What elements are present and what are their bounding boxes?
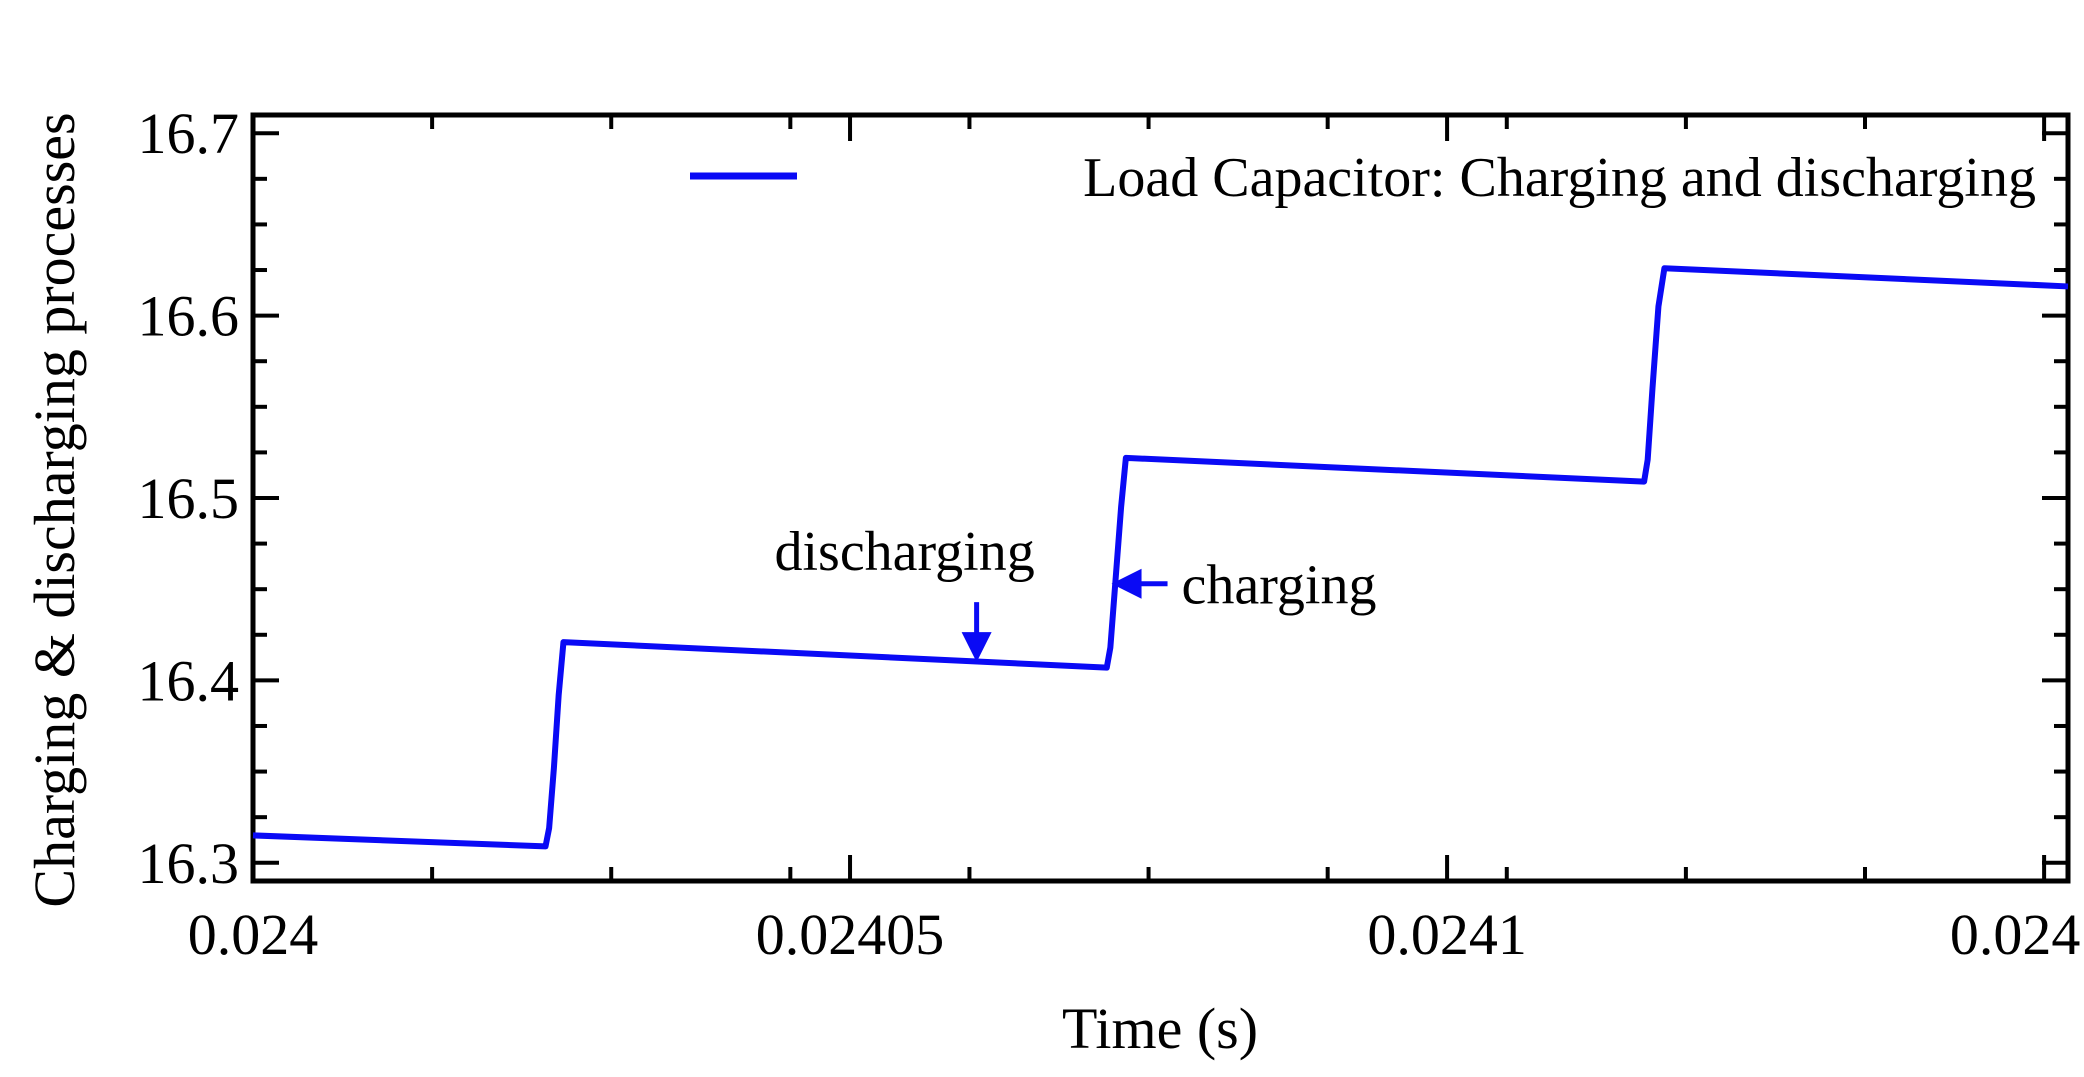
x-tick-label: 0.02405: [756, 902, 945, 967]
annotation-discharging: discharging: [774, 521, 1035, 663]
y-tick-label: 16.3: [138, 831, 240, 896]
y-tick-label: 16.5: [138, 466, 240, 531]
annotation-charging: charging: [1111, 555, 1377, 617]
annotation-arrow-head: [1111, 568, 1142, 599]
x-axis-title: Time (s): [1062, 996, 1258, 1061]
legend-label: Load Capacitor: Charging and discharging: [1083, 147, 2036, 209]
x-tick-label: 0.02415: [1950, 902, 2084, 967]
annotation-arrow-head: [961, 632, 992, 663]
y-tick-label: 16.4: [138, 648, 240, 713]
x-tick-label: 0.024: [188, 902, 319, 967]
y-tick-label: 16.7: [138, 101, 240, 166]
legend: Load Capacitor: Charging and discharging: [690, 147, 2036, 209]
annotations: discharging charging: [774, 521, 1377, 663]
annotation-label: charging: [1182, 555, 1377, 617]
series-line: [252, 265, 2069, 850]
y-axis: 16.3 16.4 16.5 16.6 16.7: [138, 101, 2068, 896]
annotation-label: discharging: [774, 521, 1034, 583]
x-axis: 0.024 0.02405 0.0241 0.02415: [188, 115, 2084, 967]
y-axis-title: Charging & discharging processes: [22, 112, 87, 907]
series-layer: [252, 265, 2069, 850]
y-tick-label: 16.6: [138, 284, 240, 349]
x-tick-label: 0.0241: [1367, 902, 1527, 967]
